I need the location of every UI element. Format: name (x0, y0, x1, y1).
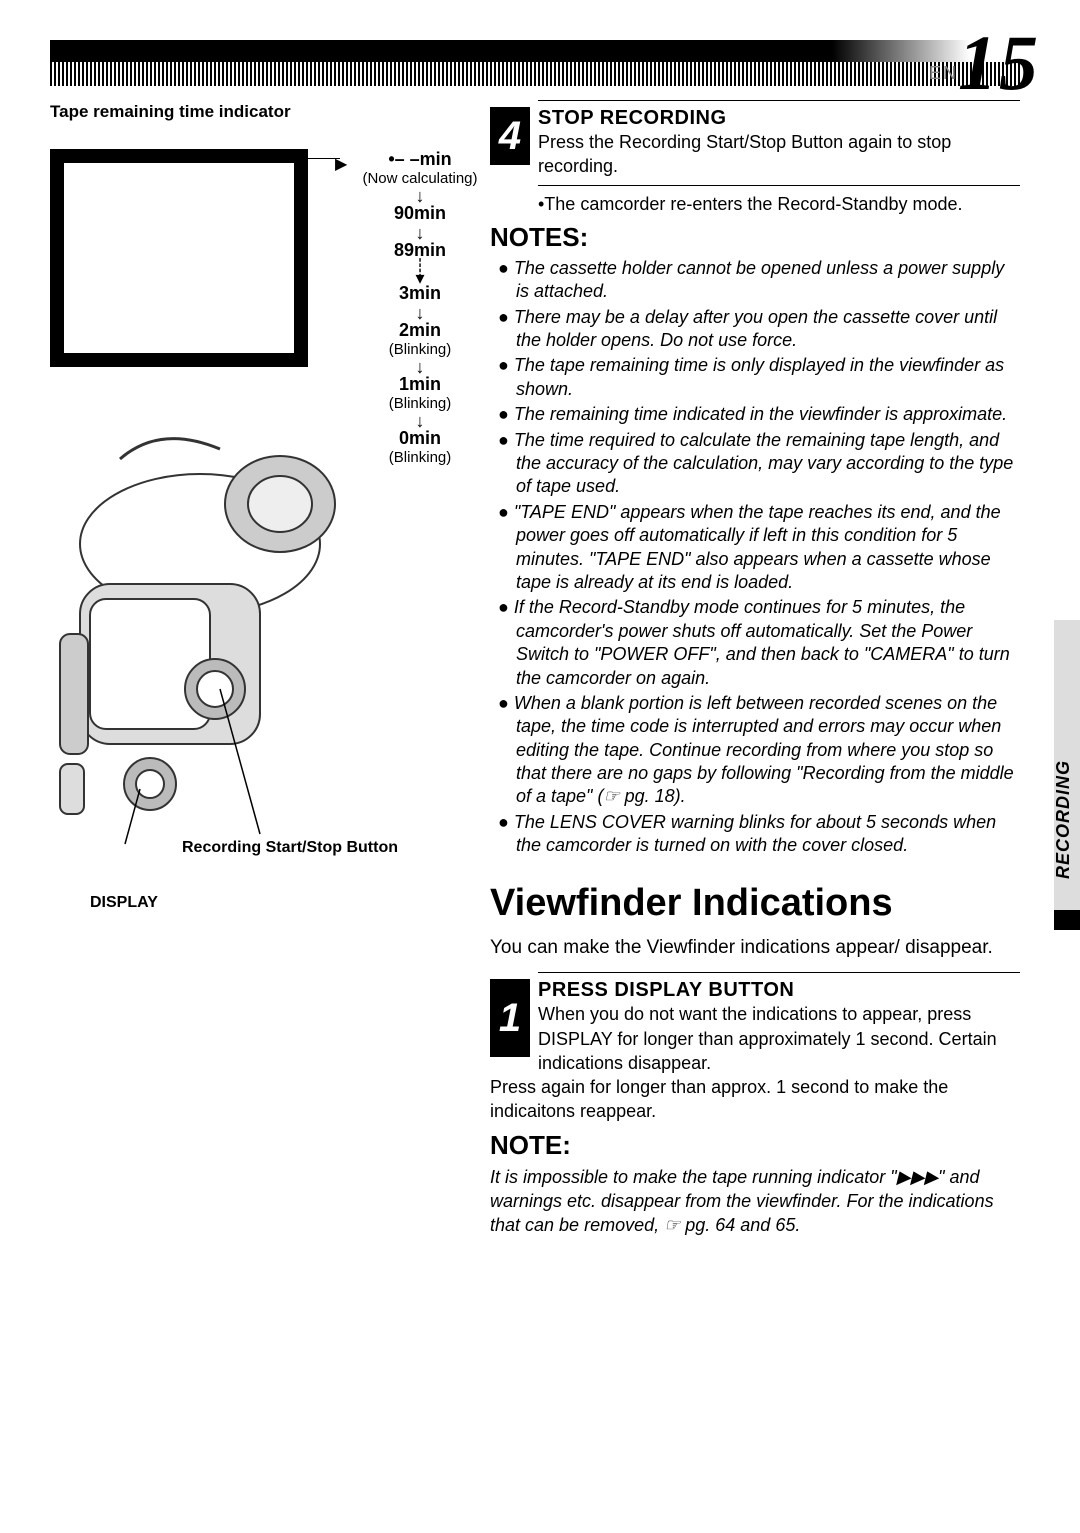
note-item: When a blank portion is left between rec… (498, 692, 1020, 809)
leader-line (300, 158, 340, 159)
record-button-label: Recording Start/Stop Button (165, 839, 415, 857)
arrow-right: ▶ (335, 154, 347, 174)
arrow-down: ↓ (355, 306, 485, 320)
flow-0: •– –min (355, 149, 485, 170)
section-intro: You can make the Viewfinder indications … (490, 935, 1020, 961)
flow-4: 2min (355, 320, 485, 341)
step-1-title: PRESS DISPLAY BUTTON (490, 979, 1020, 1002)
note-item: There may be a delay after you open the … (498, 306, 1020, 353)
camcorder-drawing (20, 434, 270, 859)
page: EN15 Tape remaining time indicator 25 mi… (0, 0, 1080, 1533)
flow-3: 3min (355, 283, 485, 304)
step-4-box: 4 (490, 107, 530, 165)
section-title: Viewfinder Indications (490, 882, 1020, 925)
right-column: 4 STOP RECORDING Press the Recording Sta… (490, 94, 1020, 1238)
arrow-down: ↓ (355, 226, 485, 240)
flow-0-sub: (Now calculating) (355, 170, 485, 187)
content: Tape remaining time indicator 25 min ▶ •… (50, 94, 1080, 1238)
divider (538, 972, 1020, 973)
divider (538, 185, 1020, 186)
label-25min: 25 min (255, 149, 303, 166)
flow-column: •– –min(Now calculating) ↓ 90min ↓ 89min… (355, 149, 485, 468)
arrow-down: ↓ (355, 360, 485, 374)
step-1-box: 1 (490, 979, 530, 1057)
page-num: 15 (958, 19, 1040, 106)
arrow-down: ↓ (355, 414, 485, 428)
flow-1: 90min (355, 203, 485, 224)
page-number: EN15 (929, 40, 1040, 87)
step-1-body: When you do not want the indications to … (490, 1002, 1020, 1123)
viewfinder-box (50, 149, 308, 367)
flow-6: 0min (355, 428, 485, 449)
notes-list: The cassette holder cannot be opened unl… (498, 257, 1020, 858)
arrow-down: ↓ (355, 189, 485, 203)
tape-title: Tape remaining time indicator (50, 102, 470, 122)
flow-5: 1min (355, 374, 485, 395)
page-lang: EN (929, 63, 958, 83)
display-button-label: DISPLAY (90, 894, 158, 912)
flow-6-sub: (Blinking) (355, 449, 485, 466)
divider (538, 100, 1020, 101)
note-body: It is impossible to make the tape runnin… (490, 1165, 1020, 1238)
note-item: The cassette holder cannot be opened unl… (498, 257, 1020, 304)
note-item: The tape remaining time is only displaye… (498, 354, 1020, 401)
note-item: The remaining time indicated in the view… (498, 403, 1020, 426)
note-head: NOTE: (490, 1130, 1020, 1161)
camcorder-svg (20, 434, 350, 854)
step-4-after: •The camcorder re-enters the Record-Stan… (538, 192, 1020, 216)
flow-5-sub: (Blinking) (355, 395, 485, 412)
note-item: The time required to calculate the remai… (498, 429, 1020, 499)
flow-4-sub: (Blinking) (355, 341, 485, 358)
note-item: If the Record-Standby mode continues for… (498, 596, 1020, 690)
left-column: Tape remaining time indicator 25 min ▶ •… (50, 94, 470, 1238)
side-tab-marker (1054, 910, 1080, 930)
step-4-title: STOP RECORDING (490, 107, 1020, 130)
step-4-body: Press the Recording Start/Stop Button ag… (490, 130, 1020, 179)
note-item: The LENS COVER warning blinks for about … (498, 811, 1020, 858)
header-hash (50, 62, 1020, 86)
note-item: "TAPE END" appears when the tape reaches… (498, 501, 1020, 595)
notes-head: NOTES: (490, 222, 1020, 253)
arrow-down-dashed: ┊▾ (355, 263, 485, 283)
side-tab-label: RECORDING (1053, 760, 1074, 879)
